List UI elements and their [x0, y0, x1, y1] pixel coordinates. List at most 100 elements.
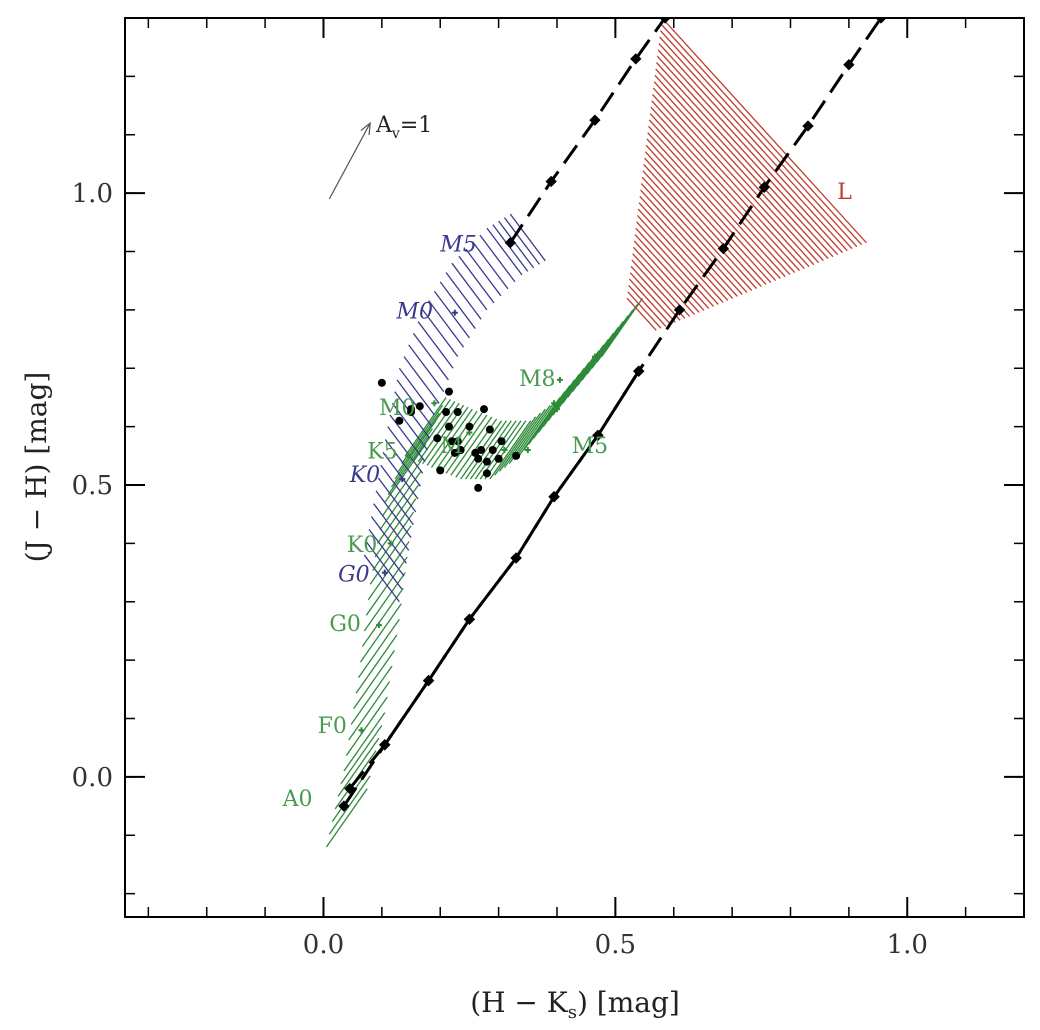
hatch-line — [630, 265, 681, 321]
dwarf-locus-marker — [551, 400, 558, 407]
hatch-line — [391, 428, 433, 488]
hatch-line — [365, 556, 408, 616]
hatch-line — [479, 234, 516, 283]
reddening-band-right-line — [348, 370, 640, 790]
hatch-line — [391, 402, 428, 451]
hatch-line — [627, 291, 662, 329]
hatch-line — [350, 665, 393, 725]
hatch-line — [637, 208, 724, 303]
reddening-band-right-diamond — [510, 552, 522, 564]
observed-star-point — [436, 466, 445, 475]
hatch-line — [628, 285, 667, 327]
hatch-line — [417, 402, 460, 463]
hatch-line — [355, 634, 398, 694]
x-tick-label: 0.0 — [303, 930, 344, 960]
hatch-line — [633, 240, 700, 313]
hatch-line — [417, 321, 454, 369]
hatch-line — [345, 696, 388, 756]
hatch-line — [363, 572, 406, 632]
hatch-line — [652, 93, 810, 268]
hatch-line — [451, 262, 488, 311]
hatch-line — [644, 157, 762, 287]
observed-star-point — [494, 454, 503, 463]
dwarf-locus-marker — [556, 376, 563, 383]
giant-locus-marker — [399, 476, 406, 483]
hatch-line — [645, 144, 772, 283]
hatch-line — [465, 248, 502, 297]
label-layer: 0.0 0.5 1.00.00.51.0A0F0G0G0K0K0K5M0MM8M5M… — [72, 179, 928, 960]
spectral-type-label: A0 — [282, 787, 313, 812]
observed-star-point — [474, 454, 483, 463]
hatch-line — [656, 55, 839, 256]
hatch-line — [659, 36, 853, 250]
hatch-line — [426, 406, 469, 466]
reddening-arrow-line — [328, 122, 371, 200]
hatch-line — [389, 414, 426, 463]
observed-star-point — [444, 387, 453, 396]
hatch-line — [340, 724, 383, 785]
hatch-line — [636, 221, 715, 307]
reddening-band-left-diamond — [673, 304, 686, 316]
spectral-type-label: K5 — [367, 440, 397, 465]
hatch-line — [653, 81, 820, 264]
hatch-line — [445, 272, 482, 320]
hatch-line — [644, 151, 767, 285]
hatch-line — [658, 43, 848, 252]
hatch-line — [377, 477, 414, 526]
hatch-line — [387, 426, 424, 474]
y-tick-label: 1.0 — [72, 179, 113, 209]
hatch-line — [498, 220, 535, 269]
giant-locus-marker — [381, 569, 388, 576]
dwarf-locus-marker — [375, 622, 382, 629]
hatch-line — [642, 170, 753, 291]
hatch-line — [638, 202, 729, 301]
hatch-line — [640, 189, 738, 297]
reddening-band-upper-diamond — [504, 237, 516, 249]
hatch-line — [641, 176, 748, 293]
spectral-type-label: G0 — [329, 612, 361, 637]
spectral-type-label: K0 — [349, 463, 380, 488]
hatch-line — [439, 281, 476, 329]
x-axis-title: (H − Ks) [mag] — [470, 986, 680, 1023]
plot-frame — [124, 17, 1025, 918]
hatch-line — [450, 416, 493, 476]
observed-star-point — [447, 437, 456, 446]
hatch-line — [489, 420, 532, 480]
hatch-line — [458, 255, 495, 304]
x-axis-title-tail: ) [mag] — [577, 986, 680, 1019]
hatch-line — [445, 414, 488, 474]
spectral-type-label: M — [440, 434, 463, 459]
hatch-line — [503, 217, 540, 265]
spectral-type-label: G0 — [338, 562, 370, 587]
hatch-line — [640, 183, 743, 295]
hatch-line — [408, 344, 445, 393]
hatch-line — [472, 241, 509, 290]
dwarf-locus-marker — [387, 540, 394, 547]
observed-star-point — [453, 408, 462, 417]
observed-star-point — [407, 408, 416, 417]
reddening-band-right-diamond — [548, 491, 560, 503]
observed-star-point — [488, 445, 497, 454]
hatch-line — [657, 49, 843, 254]
observed-star-point — [480, 405, 489, 414]
plot-area — [325, 18, 887, 848]
hatch-line — [369, 525, 412, 585]
hatch-line — [647, 132, 781, 280]
hatch-line — [646, 138, 777, 281]
hatch-line — [503, 408, 546, 468]
observed-star-point — [433, 434, 442, 443]
hatch-line — [649, 113, 796, 274]
hatch-line — [343, 712, 386, 772]
hatch-line — [381, 457, 424, 517]
hatch-line — [636, 214, 719, 305]
hatch-line — [337, 737, 380, 797]
x-axis-title-main: (H − K — [470, 986, 569, 1019]
reddening-band-right-diamond — [344, 782, 356, 795]
dwarf-locus-marker — [358, 727, 365, 734]
giant-locus-hatch — [363, 213, 546, 603]
observed-star-point — [474, 483, 483, 492]
reddening-band-left-diamond — [758, 181, 770, 193]
hatch-line — [412, 332, 449, 381]
dwarf-locus-marker — [524, 446, 531, 453]
